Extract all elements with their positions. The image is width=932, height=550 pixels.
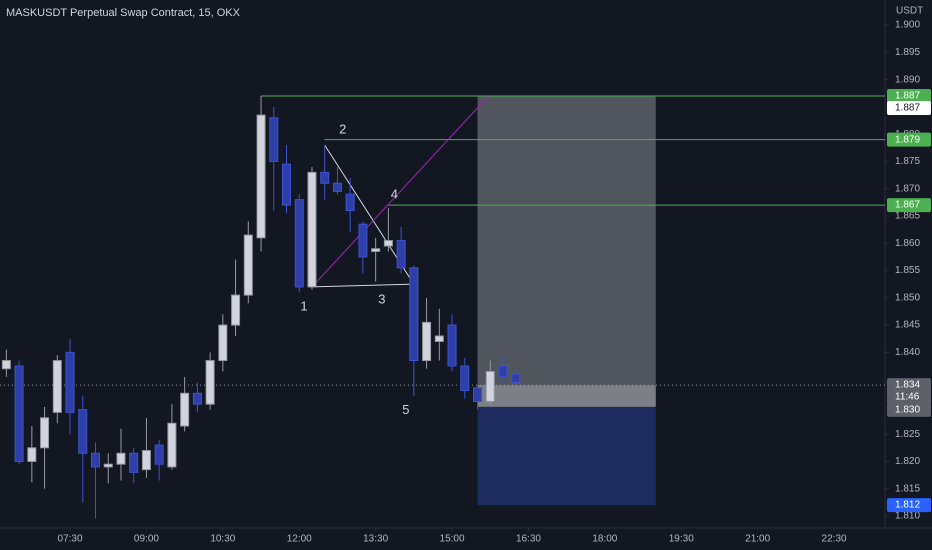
- pattern-label: 1: [300, 298, 307, 313]
- candle-body: [396, 240, 406, 269]
- trend-line: [311, 95, 489, 288]
- x-tick-label: 13:30: [363, 534, 388, 545]
- candle-body: [447, 324, 457, 367]
- candle-body: [256, 114, 266, 239]
- candle-body: [40, 417, 50, 449]
- y-tick-label: 1.810: [895, 511, 920, 522]
- x-tick-label: 22:30: [822, 534, 847, 545]
- candle-body: [218, 324, 228, 362]
- candle-body: [180, 392, 190, 427]
- x-tick-label: 21:00: [745, 534, 770, 545]
- candle-body: [27, 447, 37, 462]
- x-tick-label: 12:00: [287, 534, 312, 545]
- currency: USDT: [896, 6, 923, 17]
- entry-label: 1.830: [895, 405, 920, 416]
- pattern-label: 5: [402, 402, 409, 417]
- candle-body: [511, 373, 521, 383]
- level-label: 1.887: [895, 91, 920, 102]
- x-tick-label: 18:00: [592, 534, 617, 545]
- candle-body: [14, 365, 24, 462]
- y-tick-label: 1.815: [895, 483, 920, 494]
- level-label: 1.879: [895, 134, 920, 145]
- candle-body: [154, 444, 164, 465]
- open-pnl-zone: [477, 385, 656, 407]
- pattern-label: 2: [339, 122, 346, 137]
- candle-body: [1, 360, 11, 370]
- candle-body: [78, 409, 88, 454]
- candle-body: [422, 321, 432, 362]
- candle-body: [91, 452, 101, 468]
- candle-body: [141, 450, 151, 471]
- pattern-label: 4: [391, 186, 398, 201]
- pattern-label: 3: [378, 292, 385, 307]
- stop-zone: [477, 406, 656, 506]
- pattern-line: [311, 283, 414, 288]
- target-label-box: [887, 101, 931, 115]
- x-tick-label: 19:30: [669, 534, 694, 545]
- countdown: 11:46: [895, 392, 920, 403]
- candle-body: [345, 193, 355, 212]
- y-tick-label: 1.865: [895, 211, 920, 222]
- candle-body: [282, 163, 292, 206]
- candle-body: [371, 248, 381, 252]
- candle-body: [129, 452, 139, 473]
- y-tick-label: 1.825: [895, 429, 920, 440]
- candle-body: [383, 240, 393, 247]
- candle-body: [498, 365, 508, 378]
- y-tick-label: 1.875: [895, 156, 920, 167]
- candle-body: [320, 171, 330, 184]
- candle-body: [103, 463, 113, 468]
- candle-body: [205, 360, 215, 405]
- y-tick-label: 1.870: [895, 183, 920, 194]
- y-tick-label: 1.850: [895, 292, 920, 303]
- x-tick-label: 09:00: [134, 534, 159, 545]
- current-price-label: 1.834: [895, 380, 920, 391]
- y-tick-label: 1.900: [895, 20, 920, 31]
- level-label-box: [887, 89, 931, 103]
- y-tick-label: 1.860: [895, 238, 920, 249]
- plot: 1 2 3 4 5: [0, 95, 885, 519]
- candle-body: [167, 422, 177, 468]
- candle-body: [192, 392, 202, 405]
- y-tick-label: 1.895: [895, 47, 920, 58]
- candle-body: [332, 182, 342, 192]
- level-label: 1.867: [895, 200, 920, 211]
- candle-body: [434, 335, 444, 342]
- candle-body: [485, 370, 495, 402]
- stop-label: 1.812: [895, 500, 920, 511]
- level-label-box: [887, 198, 931, 213]
- candle-body: [52, 360, 62, 413]
- level-label-box: [887, 132, 931, 147]
- candle-body: [65, 351, 75, 413]
- candle-body: [409, 267, 419, 362]
- x-tick-label: 16:30: [516, 534, 541, 545]
- target-label: 1.887: [895, 103, 920, 114]
- candle-body: [307, 171, 317, 288]
- profit-zone: [477, 96, 656, 386]
- chart-title: MASKUSDT Perpetual Swap Contract, 15, OK…: [6, 7, 241, 19]
- y-tick-label: 1.890: [895, 74, 920, 85]
- x-tick-label: 15:00: [440, 534, 465, 545]
- current-price-label-box: [887, 378, 931, 405]
- x-tick-label: 07:30: [58, 534, 83, 545]
- candle-body: [294, 199, 304, 288]
- candle-body: [269, 117, 279, 162]
- y-tick-label: 1.855: [895, 265, 920, 276]
- candle-body: [243, 234, 253, 296]
- candle-body: [358, 223, 368, 258]
- y-tick-label: 1.840: [895, 347, 920, 358]
- candle-body: [116, 452, 126, 465]
- candle-body: [473, 387, 483, 402]
- candle-body: [460, 365, 470, 392]
- x-tick-label: 10:30: [210, 534, 235, 545]
- y-tick-label: 1.820: [895, 456, 920, 467]
- entry-label-box: [887, 402, 931, 417]
- candle-body: [231, 294, 241, 326]
- y-tick-label: 1.845: [895, 320, 920, 331]
- stop-label-box: [887, 498, 931, 513]
